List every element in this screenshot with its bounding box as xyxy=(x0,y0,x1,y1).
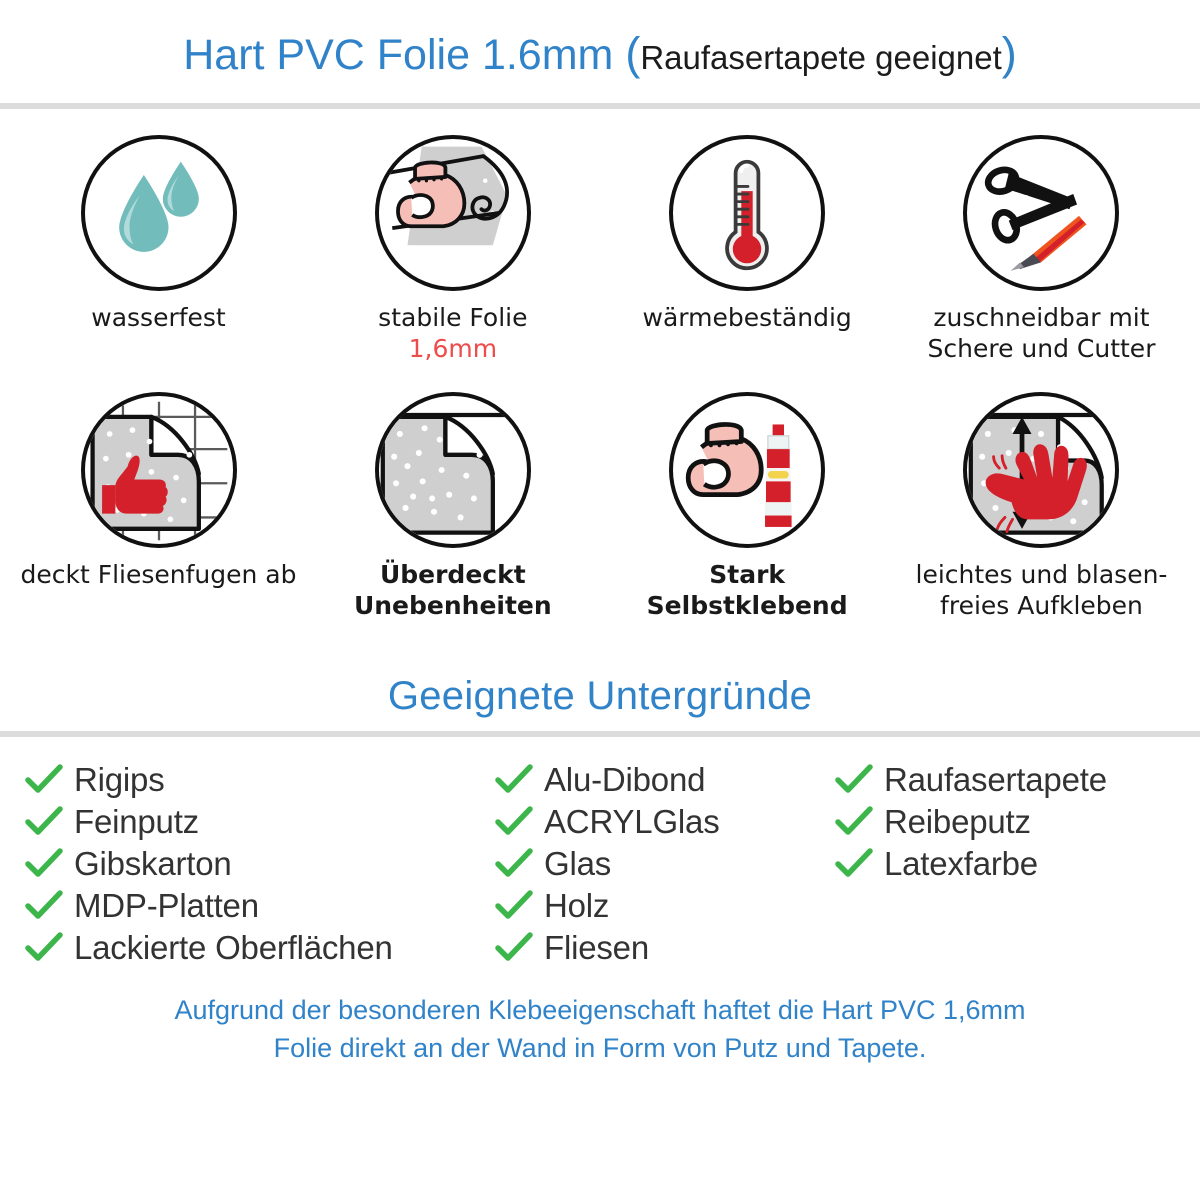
feature-row-2: deckt Fliesenfugen ab xyxy=(16,392,1184,621)
check-icon xyxy=(494,847,534,881)
list-item: Raufasertapete xyxy=(834,759,1164,801)
feature-label-waermebestaendig: wärmebeständig xyxy=(642,303,852,332)
water-drops-icon xyxy=(80,135,237,291)
list-item: Glas xyxy=(494,843,834,885)
check-icon xyxy=(24,763,64,797)
feature-row-1: wasserfest sta xyxy=(16,135,1184,364)
list-item-label: Raufasertapete xyxy=(884,761,1107,798)
feature-zuschneidbar: zuschneidbar mit Schere und Cutter xyxy=(899,135,1184,364)
feature-label-selbstklebend: Stark Selbstklebend xyxy=(647,560,848,621)
checklist-column-3: Raufasertapete Reibeputz Latexfarbe xyxy=(834,759,1164,969)
page-title-main: Hart PVC Folie 1.6mm xyxy=(183,30,614,79)
feature-ueberdeckt: Überdeckt Unebenheiten xyxy=(310,392,595,621)
feature-waermebestaendig: wärmebeständig xyxy=(605,135,890,334)
footer-note: Aufgrund der besonderen Klebeeigenschaft… xyxy=(0,991,1200,1068)
list-item-label: Fliesen xyxy=(544,929,649,966)
section-heading-wrap: Geeignete Untergründe xyxy=(0,661,1200,731)
feature-aufkleben: leichtes und blasen- freies Aufkleben xyxy=(899,392,1184,621)
feature-label-aufkleben-line2: freies Aufkleben xyxy=(940,590,1143,620)
feature-label-stabile-folie: stabile Folie xyxy=(378,303,528,332)
divider-top xyxy=(0,103,1200,109)
feature-stabile-folie: stabile Folie 1,6mm xyxy=(310,135,595,364)
strong-arm-film-icon xyxy=(374,135,531,291)
thumbs-up-tiles-icon xyxy=(80,392,237,548)
feature-fliesenfugen: deckt Fliesenfugen ab xyxy=(16,392,301,591)
list-item-label: Latexfarbe xyxy=(884,845,1038,882)
footer-line-2: Folie direkt an der Wand in Form von Put… xyxy=(273,1033,927,1064)
feature-label-zuschneidbar: zuschneidbar mit Schere und Cutter xyxy=(928,303,1156,364)
feature-wasserfest: wasserfest xyxy=(16,135,301,334)
list-item: Holz xyxy=(494,885,834,927)
list-item-label: MDP-Platten xyxy=(74,887,259,924)
checklist-column-1: Rigips Feinputz Gibskarton MDP-Platten L… xyxy=(24,759,494,969)
list-item: ACRYLGlas xyxy=(494,801,834,843)
page-title-sub: Raufasertapete geeignet xyxy=(640,38,1002,76)
footer-line-1: Aufgrund der besonderen Klebeeigenschaft… xyxy=(174,995,1026,1025)
check-icon xyxy=(494,889,534,923)
page-title: Hart PVC Folie 1.6mm (Raufasertapete gee… xyxy=(183,31,1017,77)
suitable-surfaces-checklist: Rigips Feinputz Gibskarton MDP-Platten L… xyxy=(0,737,1200,969)
list-item: Fliesen xyxy=(494,927,834,969)
check-icon xyxy=(24,889,64,923)
list-item-label: Alu-Dibond xyxy=(544,761,706,798)
list-item: Feinputz xyxy=(24,801,494,843)
feature-label-ueberdeckt-line2: Unebenheiten xyxy=(353,590,552,620)
feature-label-zuschneidbar-line2: Schere und Cutter xyxy=(927,333,1156,363)
list-item: Alu-Dibond xyxy=(494,759,834,801)
feature-label-selbstklebend-line1: Stark xyxy=(709,560,786,589)
list-item-label: Feinputz xyxy=(74,803,199,840)
feature-label-fliesenfugen: deckt Fliesenfugen ab xyxy=(20,560,297,589)
feature-label-ueberdeckt-line1: Überdeckt xyxy=(379,560,526,589)
check-icon xyxy=(834,847,874,881)
list-item: Rigips xyxy=(24,759,494,801)
feature-grid: wasserfest sta xyxy=(0,109,1200,621)
list-item: Latexfarbe xyxy=(834,843,1164,885)
check-icon xyxy=(834,805,874,839)
feature-sublabel-thickness: 1,6mm xyxy=(408,333,498,363)
list-item-label: Rigips xyxy=(74,761,165,798)
thermometer-icon xyxy=(669,135,826,291)
divider-bottom xyxy=(0,731,1200,737)
page-header: Hart PVC Folie 1.6mm (Raufasertapete gee… xyxy=(0,0,1200,103)
list-item-label: Glas xyxy=(544,845,612,882)
check-icon xyxy=(24,931,64,965)
list-item-label: ACRYLGlas xyxy=(544,803,720,840)
feature-label-selbstklebend-line2: Selbstklebend xyxy=(646,590,848,620)
scissors-cutter-icon xyxy=(963,135,1120,291)
film-curl-icon xyxy=(374,392,531,548)
feature-selbstklebend: Stark Selbstklebend xyxy=(605,392,890,621)
list-item-label: Gibskarton xyxy=(74,845,232,882)
title-paren-open: ( xyxy=(625,27,641,79)
list-item-label: Reibeputz xyxy=(884,803,1031,840)
section-heading-untergruende: Geeignete Untergründe xyxy=(387,673,813,718)
feature-label-wasserfest: wasserfest xyxy=(91,303,226,332)
list-item-label: Holz xyxy=(544,887,610,924)
checklist-column-2: Alu-Dibond ACRYLGlas Glas Holz Fliesen xyxy=(494,759,834,969)
list-item: Lackierte Oberflächen xyxy=(24,927,494,969)
feature-label-aufkleben-line1: leichtes und blasen- xyxy=(915,560,1168,589)
check-icon xyxy=(494,763,534,797)
list-item: Gibskarton xyxy=(24,843,494,885)
feature-label-zuschneidbar-line1: zuschneidbar mit xyxy=(933,303,1150,332)
feature-label-ueberdeckt: Überdeckt Unebenheiten xyxy=(354,560,552,621)
hand-arrow-film-icon xyxy=(963,392,1120,548)
check-icon xyxy=(834,763,874,797)
title-paren-close: ) xyxy=(1001,27,1017,79)
check-icon xyxy=(24,847,64,881)
arm-glue-tube-icon xyxy=(669,392,826,548)
feature-label-aufkleben: leichtes und blasen- freies Aufkleben xyxy=(916,560,1168,621)
check-icon xyxy=(494,931,534,965)
check-icon xyxy=(494,805,534,839)
check-icon xyxy=(24,805,64,839)
list-item: Reibeputz xyxy=(834,801,1164,843)
list-item: MDP-Platten xyxy=(24,885,494,927)
list-item-label: Lackierte Oberflächen xyxy=(74,929,393,966)
